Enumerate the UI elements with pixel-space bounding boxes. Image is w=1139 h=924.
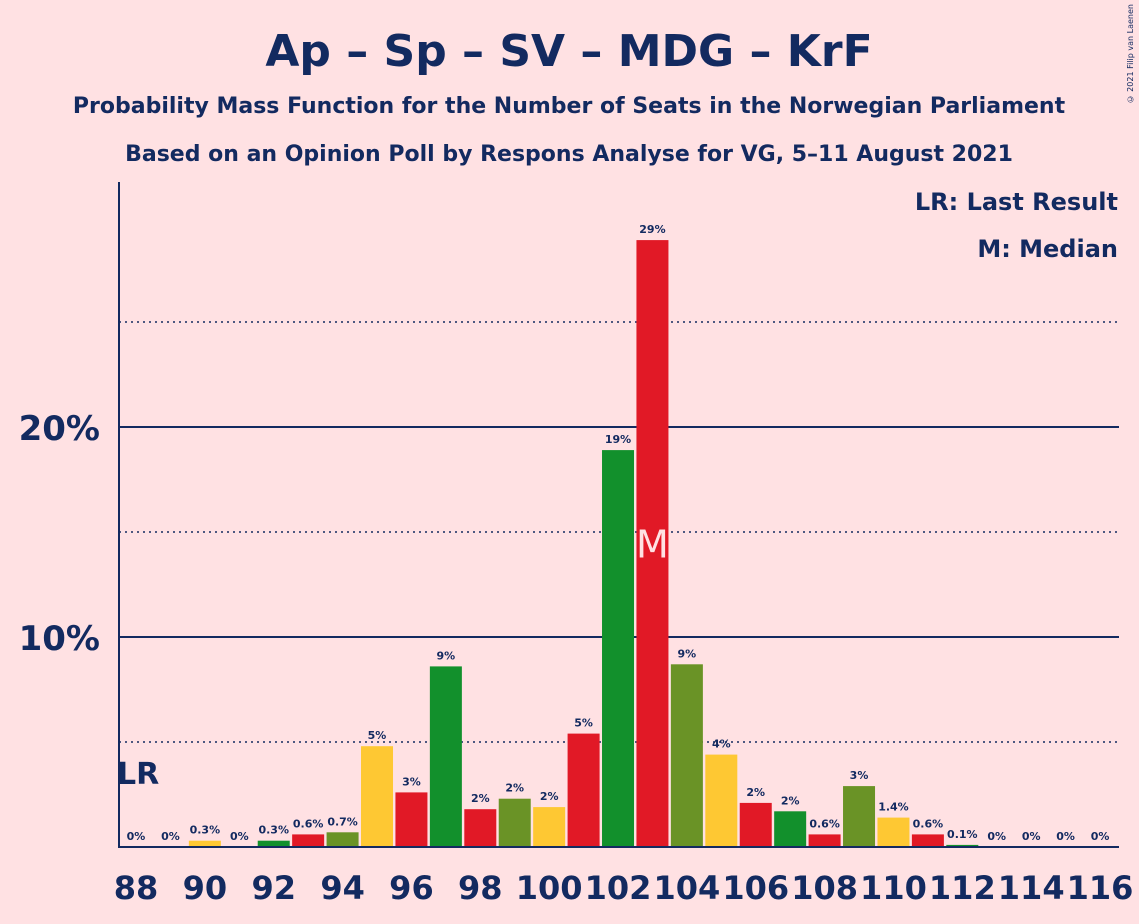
data-label: 2% [746, 786, 765, 799]
bar [636, 240, 669, 848]
data-label: 5% [368, 729, 387, 742]
bar [602, 450, 635, 847]
copyright-notice: © 2021 Filip van Laenen [1126, 4, 1135, 104]
bar [946, 844, 979, 847]
data-label: 0.3% [258, 824, 289, 837]
data-label: 1.4% [878, 801, 909, 814]
x-tick-label: 96 [389, 869, 434, 907]
data-label: 0% [161, 830, 180, 843]
bar [670, 664, 703, 847]
median-marker: M [636, 523, 669, 567]
bar [429, 666, 462, 847]
x-tick-label: 88 [114, 869, 159, 907]
data-label: 2% [781, 794, 800, 807]
bar [188, 840, 221, 847]
bar [567, 733, 600, 847]
bar [705, 754, 738, 847]
x-tick-label: 112 [929, 869, 996, 907]
data-label: 9% [437, 649, 456, 662]
bar [774, 811, 807, 847]
chart-title: Ap – Sp – SV – MDG – KrF [265, 26, 872, 77]
data-label: 19% [605, 433, 631, 446]
legend-last-result: LR: Last Result [915, 188, 1118, 216]
x-tick-label: 90 [183, 869, 228, 907]
data-label: 0.7% [327, 815, 358, 828]
data-label: 2% [540, 790, 559, 803]
x-tick-label: 98 [458, 869, 503, 907]
x-tick-label: 114 [998, 869, 1065, 907]
data-labels: 0% 0% 0.3% 0% 0.3% 0.6% 0.7%5%3%9%2%2%2%5%19%2… [117, 223, 1109, 843]
bars [188, 240, 979, 848]
data-label: 0.1% [947, 828, 978, 841]
data-label: 29% [639, 223, 665, 236]
data-label: 0% [1022, 830, 1041, 843]
x-tick-label: 92 [251, 869, 296, 907]
chart-subtitle-1: Probability Mass Function for the Number… [73, 94, 1066, 119]
data-label: 5% [574, 717, 593, 730]
data-label: 0.3% [190, 824, 221, 837]
data-label: 0% [127, 830, 146, 843]
bar [464, 809, 497, 847]
chart-subtitle-2: Based on an Opinion Poll by Respons Anal… [125, 142, 1013, 167]
data-label: 2% [505, 782, 524, 795]
bar [361, 746, 394, 847]
x-tick-label: 116 [1067, 869, 1134, 907]
data-label: 3% [402, 775, 421, 788]
legend-median: M: Median [977, 235, 1118, 263]
bar [843, 786, 876, 847]
x-tick-label: 94 [320, 869, 365, 907]
x-tick-label: 102 [585, 869, 652, 907]
data-label: 0.6% [809, 817, 840, 830]
data-label: 0.6% [293, 817, 324, 830]
data-label: 0% [1056, 830, 1075, 843]
bar [326, 832, 359, 847]
axes: 10%20%88 90 92 94 96 98 100 102 104 106 108 110 112 1… [19, 182, 1134, 907]
last-result-marker: LR [117, 757, 159, 792]
bar [911, 834, 944, 847]
bar [498, 798, 531, 847]
data-label: 0.6% [913, 817, 944, 830]
bar [292, 834, 325, 847]
data-label: 0% [230, 830, 249, 843]
bar [877, 817, 910, 847]
bar [808, 834, 841, 847]
y-tick-label: 10% [19, 619, 100, 659]
data-label: 2% [471, 792, 490, 805]
bar [533, 807, 566, 847]
x-tick-label: 108 [791, 869, 858, 907]
y-tick-label: 20% [19, 409, 100, 449]
bar [739, 802, 772, 847]
data-label: 9% [678, 647, 697, 660]
data-label: 3% [850, 769, 869, 782]
bar [395, 792, 428, 847]
x-tick-label: 104 [653, 869, 720, 907]
data-label: 0% [1091, 830, 1110, 843]
x-tick-label: 106 [722, 869, 789, 907]
bar [257, 840, 290, 847]
x-tick-label: 100 [516, 869, 583, 907]
data-label: 0% [987, 830, 1006, 843]
data-label: 4% [712, 738, 731, 751]
x-tick-label: 110 [860, 869, 927, 907]
